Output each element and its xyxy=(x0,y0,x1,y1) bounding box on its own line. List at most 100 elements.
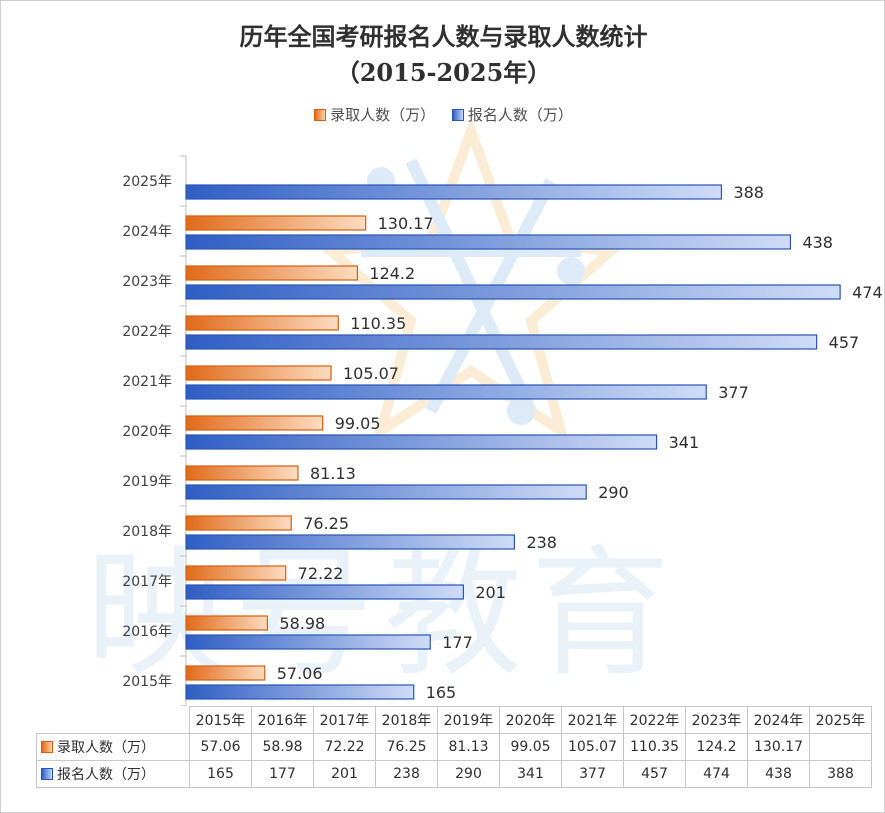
legend-item-applicants: 报名人数（万） xyxy=(451,104,573,125)
table-header-cell: 2017年 xyxy=(313,706,376,734)
data-label-admitted: 105.07 xyxy=(343,364,399,383)
table-corner xyxy=(36,706,190,734)
legend-swatch-admitted xyxy=(314,109,327,121)
table-cell: 72.22 xyxy=(313,733,376,761)
table-row-label-admitted: 录取人数（万） xyxy=(36,733,190,761)
y-tick-label: 2019年 xyxy=(122,474,172,490)
y-tick-label: 2020年 xyxy=(122,424,172,440)
data-label-admitted: 124.2 xyxy=(369,264,415,283)
data-label-admitted: 81.13 xyxy=(310,464,356,483)
table-cell: 165 xyxy=(189,760,252,788)
data-label-applicants: 457 xyxy=(829,333,860,352)
bar-applicants xyxy=(185,284,841,300)
table-header-cell: 2020年 xyxy=(499,706,562,734)
table-cell: 58.98 xyxy=(251,733,314,761)
table-header-cell: 2022年 xyxy=(623,706,686,734)
table-row-applicants: 报名人数（万） 165 177 201 238 290 341 377 457 474 438 388 xyxy=(36,760,872,788)
table-cell: 377 xyxy=(561,760,624,788)
bar-admitted xyxy=(185,665,266,681)
y-tick-label: 2025年 xyxy=(122,174,172,190)
bar-admitted xyxy=(185,215,367,231)
bar-admitted xyxy=(185,315,339,331)
data-label-admitted: 72.22 xyxy=(298,564,344,583)
table-cell: 238 xyxy=(375,760,438,788)
table-header-cell: 2021年 xyxy=(561,706,624,734)
data-label-admitted: 58.98 xyxy=(279,614,325,633)
data-label-applicants: 388 xyxy=(733,183,764,202)
table-cell: 99.05 xyxy=(499,733,562,761)
chart-title: 历年全国考研报名人数与录取人数统计 xyxy=(239,22,648,51)
table-cell: 57.06 xyxy=(189,733,252,761)
bar-applicants xyxy=(185,234,792,250)
bar-admitted xyxy=(185,515,292,531)
table-header-cell: 2019年 xyxy=(437,706,500,734)
table-cell: 130.17 xyxy=(747,733,810,761)
data-label-applicants: 201 xyxy=(475,583,506,602)
table-row-admitted: 录取人数（万） 57.06 58.98 72.22 76.25 81.13 99.05 105… xyxy=(36,733,872,761)
legend: 录取人数（万） 报名人数（万） xyxy=(1,104,885,125)
table-cell: 177 xyxy=(251,760,314,788)
y-tick-label: 2015年 xyxy=(122,674,172,690)
y-tick-label: 2024年 xyxy=(122,224,172,240)
y-tick-label: 2018年 xyxy=(122,524,172,540)
bar-applicants xyxy=(185,484,587,500)
bar-admitted xyxy=(185,565,287,581)
data-label-applicants: 377 xyxy=(718,383,749,402)
bar-applicants xyxy=(185,434,658,450)
data-label-applicants: 238 xyxy=(526,533,557,552)
bar-applicants xyxy=(185,634,431,650)
table-header-cell: 2023年 xyxy=(685,706,748,734)
bar-admitted xyxy=(185,265,358,281)
table-row-label-applicants: 报名人数（万） xyxy=(36,760,190,788)
chart-subtitle: （2015-2025年） xyxy=(335,58,552,87)
bar-chart: 2015年 57.06 165 2016年 58.98 177 2017年 72.22 201 2… xyxy=(122,155,883,706)
table-row-name-applicants: 报名人数（万） xyxy=(57,767,155,783)
bar-applicants xyxy=(185,584,464,600)
data-label-applicants: 438 xyxy=(802,233,833,252)
table-swatch-admitted xyxy=(41,741,53,753)
table-cell: 474 xyxy=(685,760,748,788)
table-header-cell: 2018年 xyxy=(375,706,438,734)
table-header-cell: 2015年 xyxy=(189,706,252,734)
data-label-applicants: 165 xyxy=(426,683,457,702)
table-header-cell: 2016年 xyxy=(251,706,314,734)
table-cell: 76.25 xyxy=(375,733,438,761)
table-cell: 438 xyxy=(747,760,810,788)
data-label-applicants: 177 xyxy=(442,633,473,652)
bar-applicants xyxy=(185,334,818,350)
bar-applicants xyxy=(185,384,707,400)
y-tick-label: 2022年 xyxy=(122,324,172,340)
y-tick-label: 2023年 xyxy=(122,274,172,290)
legend-item-admitted: 录取人数（万） xyxy=(314,104,435,125)
data-label-admitted: 130.17 xyxy=(378,214,434,233)
data-label-admitted: 99.05 xyxy=(335,414,381,433)
bar-applicants xyxy=(185,184,723,200)
y-tick-label: 2016年 xyxy=(122,624,172,640)
data-label-admitted: 110.35 xyxy=(350,314,406,333)
bar-admitted xyxy=(185,615,268,631)
table-header-cell: 2025年 xyxy=(809,706,872,734)
data-table: 2015年 2016年 2017年 2018年 2019年 2020年 2021年 2022年… xyxy=(36,706,872,788)
table-cell: 457 xyxy=(623,760,686,788)
data-label-applicants: 290 xyxy=(598,483,629,502)
table-swatch-applicants xyxy=(41,768,53,780)
bar-admitted xyxy=(185,465,299,481)
data-label-admitted: 57.06 xyxy=(277,664,323,683)
legend-label-admitted: 录取人数（万） xyxy=(330,106,436,124)
table-header-cell: 2024年 xyxy=(747,706,810,734)
table-cell: 388 xyxy=(809,760,872,788)
table-cell: 105.07 xyxy=(561,733,624,761)
table-cell: 201 xyxy=(313,760,376,788)
table-cell: 341 xyxy=(499,760,562,788)
bar-applicants xyxy=(185,684,415,700)
table-header-row: 2015年 2016年 2017年 2018年 2019年 2020年 2021年 2022年… xyxy=(36,706,872,734)
data-label-applicants: 341 xyxy=(669,433,700,452)
bar-applicants xyxy=(185,534,516,550)
y-tick-label: 2021年 xyxy=(122,374,172,390)
y-tick-label: 2017年 xyxy=(122,574,172,590)
table-row-name-admitted: 录取人数（万） xyxy=(57,740,155,756)
table-cell: 110.35 xyxy=(623,733,686,761)
table-cell: 124.2 xyxy=(685,733,748,761)
table-cell xyxy=(809,733,872,761)
